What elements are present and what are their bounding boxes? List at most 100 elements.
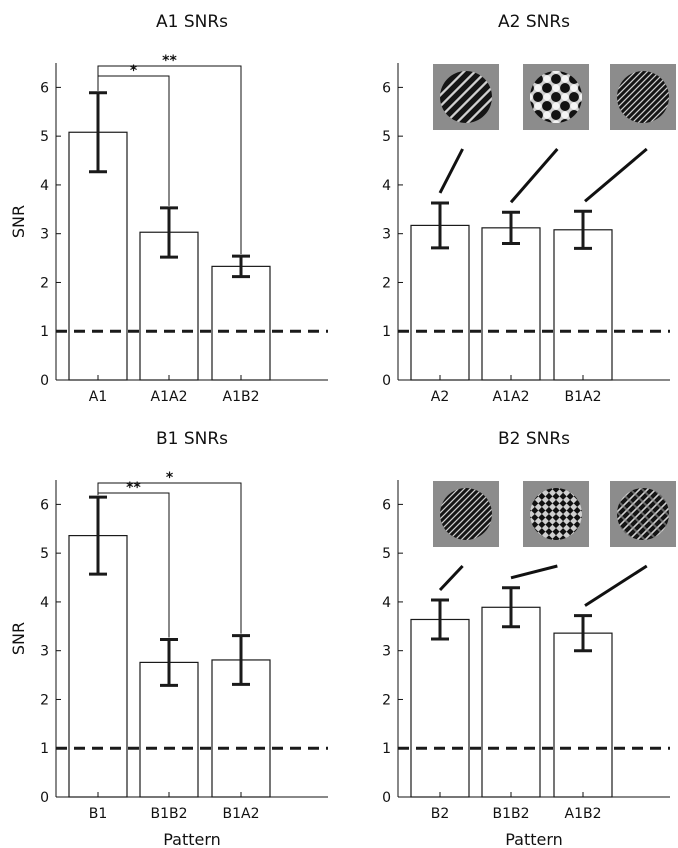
y-tick-label: 0 [382,373,391,389]
icon-blob [551,38,561,48]
y-tick-label: 5 [40,546,49,562]
chart-title: A1 SNRs [156,12,228,32]
icon-blob-light [597,75,604,82]
icon-blob-light [552,84,560,92]
icon-blob-light [516,120,523,127]
icon-blob-light [606,48,613,55]
icon-blob [506,83,516,93]
icon-blob [506,47,516,57]
icon-blob [551,110,561,120]
icon-blob-light [507,93,514,100]
icon-blob-light [606,138,613,145]
icon-pointer-line [509,148,559,204]
icon-pattern [617,71,669,123]
icon-stripe [617,488,669,540]
icon-blob [605,146,615,156]
icon-blob-light [597,147,604,154]
y-tick-label: 5 [40,129,49,145]
icon-blob-light [543,57,550,64]
icon-blob-light [507,129,514,136]
pattern-icon-checker-fine [523,481,589,563]
icon-blob-light [597,93,604,100]
icon-blob-light [579,129,586,136]
x-axis-label: Pattern [163,830,221,848]
icon-pattern [617,488,669,540]
icon-stripe [617,71,667,123]
panel-b2-snrs: B2 SNRs Pattern 0 1 2 3 4 5 6 B2 B1B2 A1B2 [382,429,676,848]
icon-blob [596,83,606,93]
icon-stripe [440,488,492,540]
x-tick-label: A2 [431,389,449,405]
icon-blob-light [516,48,523,55]
icon-blob [578,137,588,147]
y-tick-label: 5 [382,546,391,562]
y-tick-label: 2 [382,692,391,708]
icon-blob-light [588,66,595,73]
x-tick-label: A1B2 [565,806,602,822]
icon-stripe [619,71,669,123]
icon-cell [552,514,560,522]
icon-cell [560,549,567,556]
icon-blob-light [498,138,505,145]
icon-blob-light [570,138,577,145]
x-tick-label: A1 [89,389,107,405]
icon-blob-light [534,102,542,110]
icon-pointer-line [438,148,464,194]
icon-blob-light [570,102,578,110]
icon-blob [542,47,552,57]
icon-blob-light [588,138,595,145]
icon-blob [569,38,579,48]
icon-blob-light [498,120,505,127]
icon-blob-light [543,39,550,46]
icon-blob-light [597,129,604,136]
icon-blob [542,137,552,147]
icon-pointer-line [510,564,558,580]
icon-stripe [626,488,669,540]
bracket-line [97,482,242,634]
icon-blob [560,83,570,93]
icon-blob [596,137,606,147]
icon-stripe [617,488,669,540]
y-tick-label: 5 [382,129,391,145]
icon-cell [552,499,560,507]
bar-b1a2 [553,229,613,381]
chart-title: B1 SNRs [156,429,228,449]
icon-blob [506,101,516,111]
icon-blob [551,74,561,84]
bar-b1b2 [481,606,541,798]
icon-cell [552,556,559,563]
icon-pointer-line [584,564,648,607]
x-tick-label: A1B2 [223,389,260,405]
icon-blob-light [561,57,568,64]
icon-blob-light [543,129,550,136]
icon-stripe [617,488,669,540]
x-tick-label: B1A2 [223,806,260,822]
icon-stripe [440,488,484,540]
icon-blob-light [507,147,514,154]
icon-blob [596,47,606,57]
y-tick-label: 0 [40,373,49,389]
icon-stripe [617,488,669,540]
icon-pattern [498,38,615,156]
icon-stripe [625,71,669,123]
icon-blob [587,38,597,48]
y-tick-label: 3 [382,644,391,660]
icon-stripe [617,71,661,123]
significance-bracket: * [97,470,242,634]
icon-stripe [617,71,669,123]
icon-blob [524,47,534,57]
bar-b2 [410,618,470,798]
icon-blob-light [543,75,551,83]
y-axis-label: SNR [9,205,28,238]
bar-a1 [68,131,128,381]
icon-blob [506,65,516,75]
y-tick-label: 6 [382,497,391,513]
y-tick-label: 0 [40,790,49,806]
x-tick-label: A1A2 [151,389,188,405]
icon-blob [515,146,525,156]
icon-pattern [530,488,582,563]
panel-a2-snrs: A2 SNRs 0 1 2 3 4 5 6 A2 A1A2 B1A2 [382,12,676,405]
significance-label: * [166,470,174,486]
icon-blob-light [534,48,541,55]
